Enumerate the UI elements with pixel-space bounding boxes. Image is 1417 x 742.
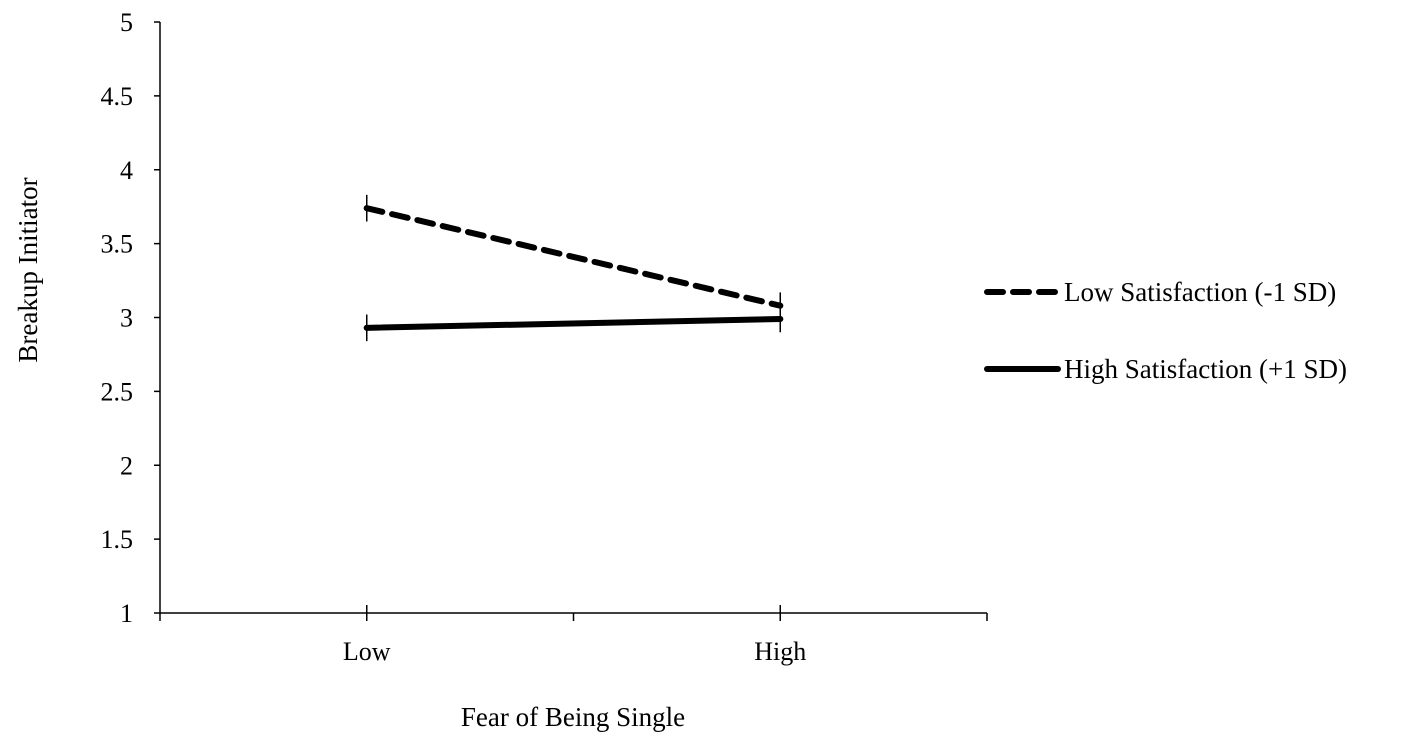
y-tick-label: 2.5: [101, 377, 134, 406]
series-line: [363, 315, 784, 331]
series-high-satisfaction: [363, 305, 784, 342]
legend-label: High Satisfaction (+1 SD): [1064, 354, 1347, 384]
legend-item: High Satisfaction (+1 SD): [984, 354, 1347, 384]
data-point: [777, 315, 784, 322]
legend-item: Low Satisfaction (-1 SD): [984, 277, 1336, 307]
y-tick-label: 1: [120, 599, 133, 628]
x-tick-label: Low: [343, 637, 391, 666]
x-axis-ticks: Low High: [159, 605, 988, 666]
y-tick-label: 4.5: [101, 82, 134, 111]
legend: Low Satisfaction (-1 SD) High Satisfactio…: [984, 277, 1347, 384]
y-tick-label: 1.5: [101, 525, 134, 554]
y-tick-label: 4: [120, 156, 133, 185]
legend-label: Low Satisfaction (-1 SD): [1064, 277, 1336, 307]
series-low-satisfaction: [363, 194, 784, 319]
data-point: [363, 205, 370, 212]
series-layer: [363, 194, 784, 342]
series-line: [363, 205, 784, 309]
data-point: [363, 324, 370, 331]
y-tick-label: 3: [120, 304, 133, 333]
y-tick-label: 5: [120, 8, 133, 37]
y-axis-title: Breakup Initiator: [13, 177, 43, 362]
y-tick-label: 2: [120, 451, 133, 480]
x-axis-title: Fear of Being Single: [461, 702, 685, 732]
y-axis-ticks: 1 1.5 2 2.5 3 3.5 4 4.5 5: [101, 8, 160, 628]
y-tick-label: 3.5: [101, 230, 134, 259]
x-tick-label: High: [754, 637, 806, 666]
